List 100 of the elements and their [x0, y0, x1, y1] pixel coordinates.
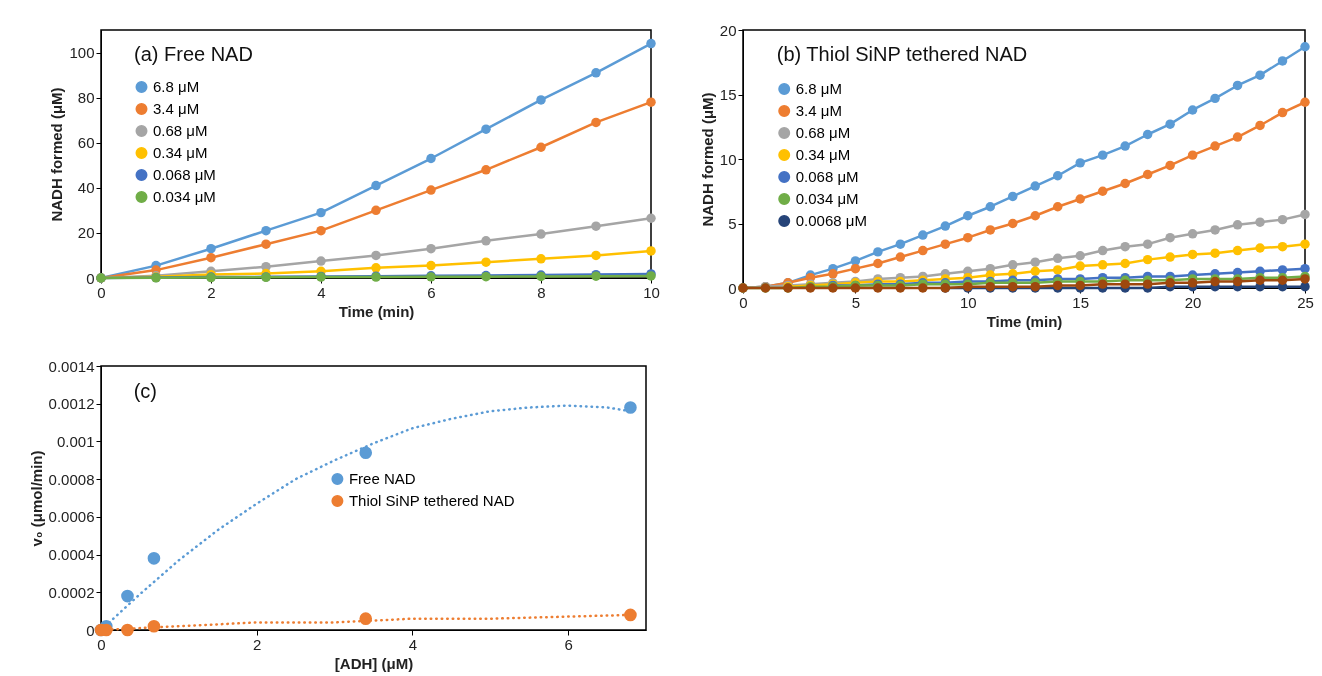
- point: [426, 153, 436, 164]
- point: [261, 225, 271, 236]
- point: [1052, 253, 1063, 264]
- point: [1120, 279, 1130, 289]
- y-axis-title: v₀ (μmol/min): [27, 450, 45, 547]
- point: [940, 239, 951, 249]
- point: [1120, 178, 1130, 189]
- text: (a) Free NAD: [134, 42, 253, 65]
- x-tick-label: 2: [253, 635, 262, 653]
- point: [1030, 211, 1040, 221]
- point: [536, 142, 546, 152]
- y-tick-label: 0.0014: [48, 357, 95, 375]
- text: (c): [133, 379, 158, 402]
- point: [371, 263, 381, 273]
- point: [1187, 150, 1198, 160]
- point: [316, 207, 326, 218]
- point: [940, 221, 951, 231]
- point: [1030, 257, 1040, 267]
- y-tick-label: 0: [86, 269, 95, 287]
- x-tick-label: 10: [643, 283, 660, 301]
- legend-label: Free NAD: [348, 470, 416, 488]
- x-tick-label: 0: [97, 283, 106, 301]
- point: [481, 165, 491, 175]
- point: [1142, 254, 1153, 265]
- x-tick-label: 15: [1072, 293, 1090, 311]
- point: [1142, 279, 1153, 289]
- point: [1255, 70, 1265, 80]
- point: [1300, 263, 1310, 274]
- point: [1052, 171, 1063, 181]
- x-tick-label: 8: [537, 283, 546, 301]
- y-tick-label: 40: [77, 179, 95, 197]
- point: [1232, 220, 1243, 230]
- point: [1097, 186, 1108, 196]
- point: [1210, 141, 1220, 151]
- point: [426, 260, 436, 271]
- x-tick-label: 5: [851, 293, 861, 311]
- point: [1120, 258, 1130, 269]
- point: [985, 225, 996, 235]
- legend-label: 0.68 μM: [153, 122, 208, 140]
- point: [1255, 243, 1265, 253]
- point: [1142, 239, 1153, 249]
- point: [426, 243, 436, 254]
- point: [121, 589, 134, 603]
- point: [1187, 105, 1198, 115]
- point: [1165, 252, 1175, 262]
- point: [591, 68, 601, 78]
- point: [1030, 266, 1040, 276]
- x-tick-label: 0: [97, 635, 106, 653]
- legend-label: 3.4 μM: [153, 100, 200, 118]
- x-tick-label: 10: [959, 293, 977, 311]
- point: [1097, 260, 1108, 270]
- point: [1120, 141, 1130, 151]
- x-axis-title: Time (min): [338, 302, 415, 320]
- point: [918, 230, 928, 240]
- point: [147, 619, 161, 633]
- y-tick-label: 15: [719, 86, 737, 103]
- point: [646, 38, 656, 49]
- y-tick-label: 0: [86, 621, 95, 639]
- point: [1232, 245, 1243, 256]
- point: [1210, 93, 1220, 104]
- y-tick-label: 80: [77, 89, 95, 107]
- point: [591, 117, 601, 128]
- legend-label: 0.068 μM: [795, 168, 859, 186]
- point: [371, 205, 381, 216]
- point: [1277, 241, 1288, 252]
- point: [481, 124, 491, 134]
- point: [536, 254, 546, 264]
- point: [963, 232, 973, 243]
- point: [359, 446, 373, 460]
- point: [591, 221, 601, 231]
- point: [1277, 214, 1288, 225]
- point: [1142, 129, 1153, 140]
- point: [1075, 194, 1085, 204]
- point: [1277, 107, 1288, 118]
- y-tick-label: 0.0004: [48, 546, 95, 564]
- point: [121, 623, 134, 637]
- point: [1008, 260, 1018, 270]
- point: [1097, 245, 1108, 256]
- x-tick-label: 6: [564, 635, 573, 653]
- point: [206, 243, 216, 254]
- point: [591, 250, 601, 261]
- point: [1210, 225, 1220, 235]
- point: [1300, 209, 1310, 220]
- point: [536, 229, 546, 239]
- point: [895, 252, 906, 262]
- point: [1142, 169, 1153, 180]
- point: [918, 245, 928, 256]
- point: [1300, 97, 1310, 107]
- point: [1165, 160, 1175, 171]
- point: [426, 185, 436, 195]
- point: [646, 213, 656, 223]
- y-tick-label: 0.0012: [48, 395, 95, 413]
- point: [850, 263, 861, 274]
- legend-label: 3.4 μM: [795, 102, 842, 120]
- x-tick-label: 25: [1297, 293, 1314, 311]
- point: [536, 95, 546, 105]
- point: [985, 202, 996, 212]
- legend-label: 0.034 μM: [153, 188, 216, 206]
- y-tick-label: 60: [77, 134, 95, 152]
- point: [316, 256, 326, 266]
